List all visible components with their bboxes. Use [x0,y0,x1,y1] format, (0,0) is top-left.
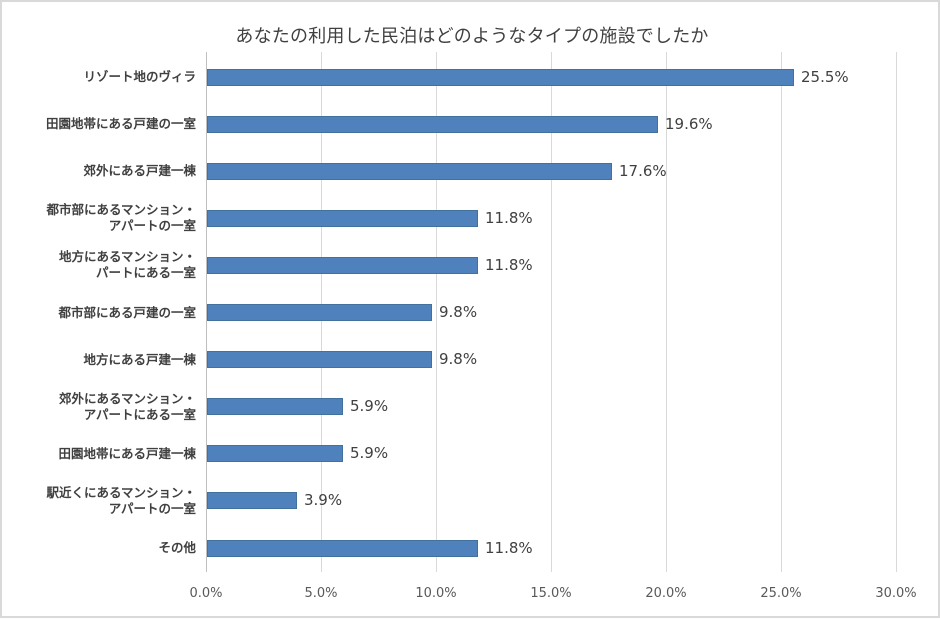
category-label: 駅近くにあるマンション・ アパートの一室 [0,485,196,517]
data-bar [207,304,432,321]
category-label-line: 田園地帯にある戸建の一室 [45,116,196,131]
x-tick-label: 5.0% [304,586,338,601]
data-label: 9.8% [439,303,478,321]
data-label: 3.9% [304,491,343,509]
category-label-line: 郊外にあるマンション・ [58,391,196,406]
data-label: 5.9% [350,444,389,462]
x-tick-label: 30.0% [875,586,917,601]
x-tick-label: 20.0% [645,586,687,601]
category-label-line: 都市部にある戸建の一室 [58,305,196,320]
category-label: 地方にある戸建一棟 [0,352,196,368]
gridline [896,52,897,572]
category-label: 郊外にある戸建一棟 [0,163,196,179]
gridline [551,52,552,572]
category-label-line: アパートの一室 [108,501,196,516]
category-label-line: 郊外にある戸建一棟 [83,163,196,178]
category-label-line: 田園地帯にある戸建一棟 [58,446,196,461]
data-bar [207,445,343,462]
data-bar [207,257,478,274]
category-label: 都市部にある戸建の一室 [0,305,196,321]
category-label: 田園地帯にある戸建一棟 [0,446,196,462]
category-label-line: 地方にあるマンション・ [58,249,196,264]
chart-title: あなたの利用した民泊はどのようなタイプの施設でしたか [235,26,709,47]
data-bar [207,540,478,557]
category-label-line: 駅近くにあるマンション・ [46,485,196,500]
data-bar [207,69,794,86]
category-label: その他 [0,540,196,556]
data-label: 11.8% [485,539,533,557]
gridline [436,52,437,572]
data-label: 11.8% [485,256,533,274]
data-label: 25.5% [801,68,849,86]
category-label-line: アパートの一室 [108,218,196,233]
category-label: リゾート地のヴィラ [0,69,196,85]
category-label: 地方にあるマンション・ パートにある一室 [0,249,196,281]
data-bar [207,210,478,227]
data-bar [207,163,612,180]
x-tick-label: 15.0% [530,586,572,601]
category-label-line: 地方にある戸建一棟 [83,352,196,367]
x-tick-label: 10.0% [415,586,457,601]
category-label-line: パートにある一室 [95,265,196,280]
data-bar [207,351,432,368]
category-label-line: その他 [158,540,196,555]
category-label: 郊外にあるマンション・ アパートにある一室 [0,391,196,423]
gridline [781,52,782,572]
gridline [666,52,667,572]
x-tick-label: 0.0% [189,586,223,601]
data-label: 17.6% [619,162,667,180]
data-label: 19.6% [665,115,713,133]
category-label-line: アパートにある一室 [83,407,196,422]
category-label-line: リゾート地のヴィラ [83,69,196,84]
y-axis-line [206,52,207,572]
data-label: 11.8% [485,209,533,227]
category-label-line: 都市部にあるマンション・ [46,202,196,217]
data-label: 5.9% [350,397,389,415]
category-label: 田園地帯にある戸建の一室 [0,116,196,132]
data-bar [207,398,343,415]
data-bar [207,116,658,133]
data-bar [207,492,297,509]
data-label: 9.8% [439,350,478,368]
x-tick-label: 25.0% [760,586,802,601]
category-label: 都市部にあるマンション・ アパートの一室 [0,202,196,234]
